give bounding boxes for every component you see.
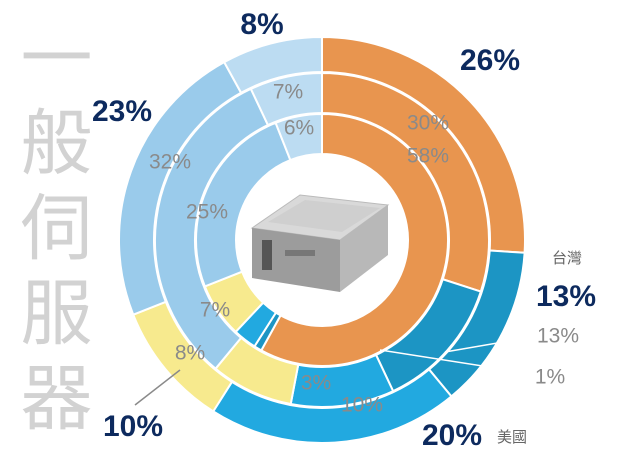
value-label: 30% (407, 112, 449, 135)
leader-lines (379, 335, 541, 376)
value-label: 3% (301, 372, 331, 395)
value-label: 13% (536, 280, 596, 313)
value-label: 7% (273, 81, 303, 104)
donut-segment (259, 112, 449, 367)
category-label: 美國 (497, 429, 527, 446)
category-label: 台灣 (552, 250, 582, 267)
value-label: 8% (175, 342, 205, 365)
donut-segment (274, 112, 323, 162)
value-label: 8% (240, 8, 283, 41)
value-label: 26% (460, 44, 520, 77)
rings (118, 35, 526, 444)
chart-title: 一般伺服器 (8, 20, 92, 445)
value-label: 23% (92, 95, 152, 128)
value-label: 1% (535, 366, 565, 389)
labels: 26% 13% 20% 10% 23% 8% 30% 13% 10% 8% 32% 7% 58% 1% 3%… (92, 8, 596, 452)
value-label: 58% (407, 145, 449, 168)
value-label: 7% (200, 299, 230, 322)
value-label: 32% (149, 151, 191, 174)
value-label: 20% (422, 419, 482, 452)
value-label: 13% (537, 325, 579, 348)
value-label: 6% (284, 117, 314, 140)
value-label: 10% (341, 394, 383, 417)
value-label: 25% (186, 201, 228, 224)
server-icon (250, 194, 390, 292)
leader-line (134, 369, 181, 406)
value-label: 10% (103, 410, 163, 443)
